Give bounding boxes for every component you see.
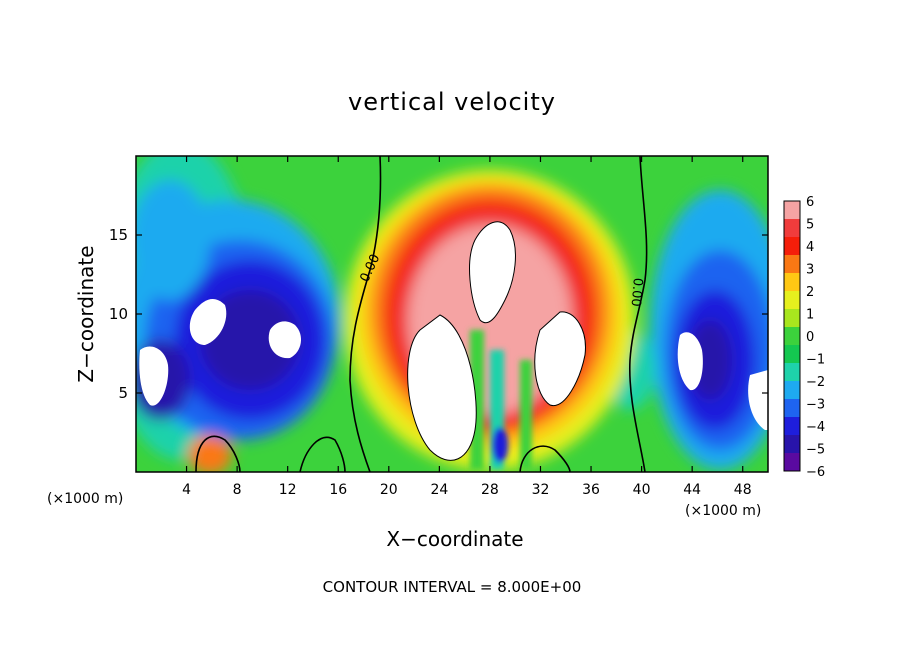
- colorbar-swatch: [784, 255, 800, 274]
- colorbar-tick-label: 3: [806, 263, 814, 278]
- colorbar-swatch: [784, 345, 800, 364]
- x-tick-label: 20: [380, 482, 398, 498]
- colorbar-swatch: [784, 363, 800, 382]
- x-tick-label: 4: [182, 482, 191, 498]
- y-axis: 5 10 15: [109, 226, 768, 402]
- colorbar-swatch: [784, 453, 800, 472]
- y-tick-label: 5: [118, 384, 128, 402]
- x-tick-label: 8: [233, 482, 242, 498]
- colorbar-tick-label: 1: [806, 308, 814, 323]
- colorbar-tick-label: 4: [806, 240, 814, 255]
- x-axis: 4 8 12 16 20 24 28 32 36 40 44 48: [182, 156, 752, 498]
- x-tick-label: 48: [734, 482, 752, 498]
- colorbar-tick-label: −2: [806, 375, 825, 390]
- colorbar-tick-label: −3: [806, 398, 825, 413]
- x-axis-label: X−coordinate: [386, 527, 524, 551]
- contour-label: 0.00: [628, 277, 645, 307]
- colorbar-swatch: [784, 417, 800, 436]
- colorbar-tick-label: −4: [806, 420, 825, 435]
- colorbar-tick-label: 5: [806, 218, 814, 233]
- velocity-field: [136, 156, 768, 472]
- x-unit-label-right: (×1000 m): [685, 503, 762, 519]
- y-tick-label: 15: [109, 226, 128, 244]
- colorbar-tick-label: −1: [806, 353, 825, 368]
- x-tick-label: 36: [582, 482, 600, 498]
- colorbar-swatch: [784, 435, 800, 454]
- colorbar-swatch: [784, 381, 800, 400]
- colorbar-tick-label: −6: [806, 465, 825, 480]
- colorbar-tick-label: −5: [806, 443, 825, 458]
- chart-title: vertical velocity: [348, 88, 556, 116]
- colorbar-tick-label: 6: [806, 195, 814, 210]
- x-tick-label: 16: [329, 482, 347, 498]
- x-tick-label: 44: [683, 482, 701, 498]
- x-tick-label: 32: [532, 482, 550, 498]
- y-tick-label: 10: [109, 305, 128, 323]
- x-tick-label: 40: [633, 482, 651, 498]
- x-tick-label: 24: [430, 482, 448, 498]
- colorbar: 6 5 4 3 2 1 0 −1 −2 −3 −4 −5 −6: [783, 195, 825, 480]
- colorbar-tick-label: 2: [806, 285, 814, 300]
- colorbar-swatch: [784, 399, 800, 418]
- x-unit-label-left: (×1000 m): [47, 491, 124, 507]
- colorbar-swatch: [784, 219, 800, 238]
- colorbar-swatch: [784, 291, 800, 310]
- x-tick-label: 12: [279, 482, 297, 498]
- colorbar-swatch: [784, 237, 800, 256]
- contour-interval-note: CONTOUR INTERVAL = 8.000E+00: [322, 578, 582, 596]
- colorbar-swatch: [784, 201, 800, 220]
- colorbar-frame: [783, 200, 801, 472]
- x-tick-label: 28: [481, 482, 499, 498]
- colorbar-tick-label: 0: [806, 330, 814, 345]
- colorbar-swatch: [784, 309, 800, 328]
- colorbar-swatch: [784, 273, 800, 292]
- colorbar-swatch: [784, 327, 800, 346]
